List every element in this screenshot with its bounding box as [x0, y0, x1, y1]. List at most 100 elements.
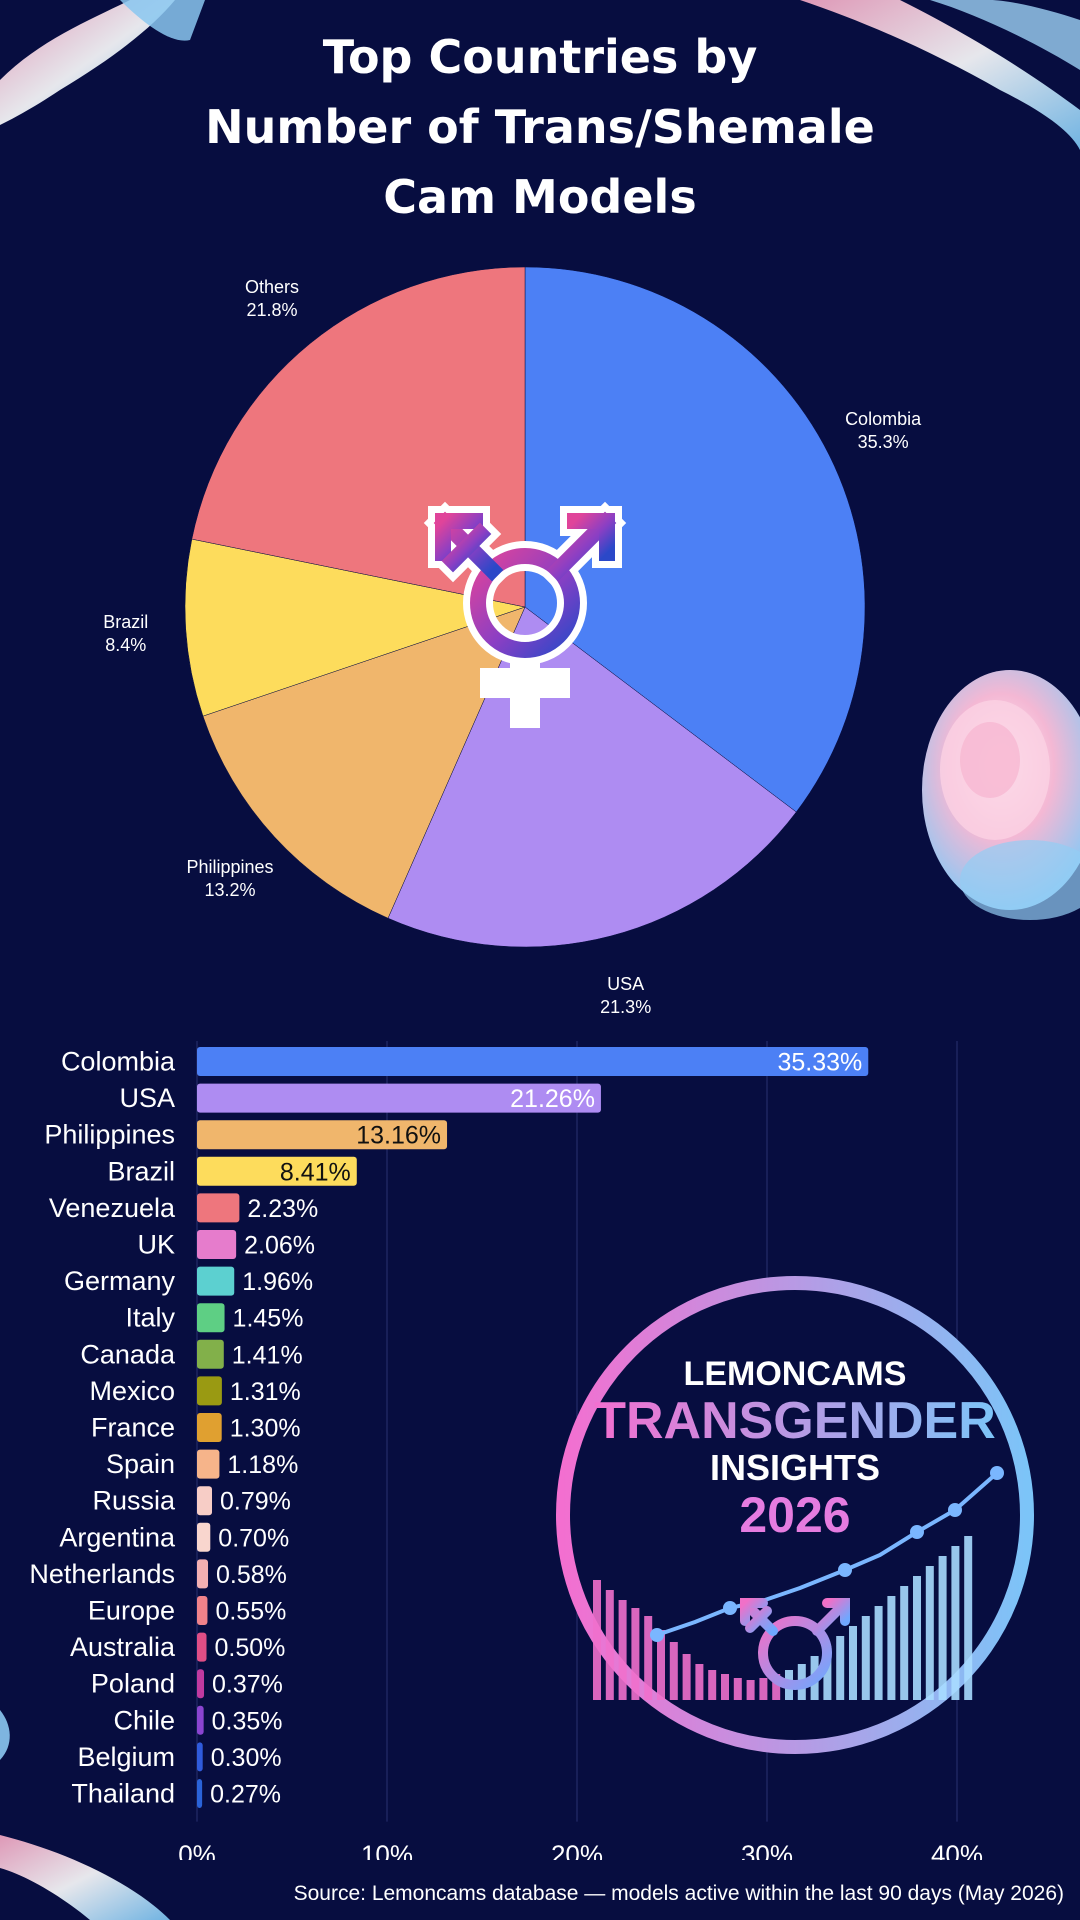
bar-belgium [197, 1742, 203, 1772]
bar-category-label: Colombia [61, 1047, 176, 1077]
bar-category-label: Philippines [44, 1120, 175, 1150]
bar-category-label: Belgium [77, 1742, 175, 1772]
bar-chart: 0% 10% 20% 30% 40% Colombia 35.33% USA 21.26% Phi… [29, 1041, 983, 1860]
logo-bar [593, 1580, 601, 1700]
x-tick-label: 20% [551, 1840, 603, 1860]
source-note: Source: Lemoncams database — models acti… [293, 1882, 1064, 1905]
pie-percent-label: 21.8% [246, 300, 297, 320]
bar-category-label: Italy [125, 1303, 175, 1333]
bar-australia [197, 1632, 207, 1662]
bar-category-label: Brazil [107, 1156, 175, 1186]
logo-bar [913, 1576, 921, 1700]
logo-bar [964, 1536, 973, 1700]
logo-bar [938, 1556, 947, 1700]
bar-value-label: 1.41% [232, 1341, 303, 1369]
bar-category-label: Chile [113, 1705, 175, 1735]
pie-slice-colombia [524, 266, 866, 813]
bar-category-label: Europe [88, 1596, 175, 1626]
pie-percent-label: 35.3% [858, 432, 909, 452]
bar-category-label: Spain [106, 1449, 175, 1479]
x-tick-label: 40% [931, 1840, 983, 1860]
logo-bar [733, 1678, 742, 1700]
logo-bar [861, 1616, 870, 1700]
logo-line-2: TRANSGENDER [594, 1392, 996, 1450]
bar-value-label: 0.55% [215, 1598, 286, 1626]
logo-line-3: INSIGHTS [710, 1447, 880, 1488]
pie-label: Brazil [103, 612, 148, 632]
logo-bar [644, 1616, 653, 1700]
logo-trend-point [990, 1466, 1004, 1480]
title-line-3: Cam Models [383, 170, 697, 224]
ribbon-top-left [0, 0, 205, 125]
x-tick-label: 0% [178, 1840, 216, 1860]
logo-bar [772, 1674, 781, 1700]
lemoncams-logo: LEMONCAMS TRANSGENDER INSIGHTS 2026 [556, 1276, 1034, 1754]
transgender-symbol-icon [423, 501, 627, 728]
bar-value-label: 0.37% [212, 1671, 283, 1699]
logo-line-4: 2026 [739, 1487, 850, 1543]
bar-value-label: 13.16% [356, 1122, 441, 1150]
bar-spain [197, 1449, 220, 1479]
bar-value-label: 8.41% [280, 1158, 351, 1186]
logo-bar [605, 1590, 614, 1700]
bar-category-label: Venezuela [49, 1193, 176, 1223]
rose-decoration [922, 670, 1080, 920]
logo-bar [759, 1678, 768, 1700]
logo-bar [631, 1608, 640, 1700]
logo-bar [669, 1642, 678, 1700]
bar-europe [197, 1596, 208, 1625]
title-line-1: Top Countries by [322, 30, 758, 84]
bar-poland [197, 1669, 205, 1699]
bar-netherlands [197, 1559, 209, 1589]
bar-uk [197, 1230, 237, 1259]
pie-percent-label: 8.4% [105, 635, 146, 655]
bar-category-label: Canada [80, 1339, 176, 1369]
logo-bar [900, 1586, 909, 1700]
bar-value-label: 0.70% [218, 1524, 289, 1552]
bar-value-label: 35.33% [777, 1049, 862, 1077]
bar-russia [197, 1486, 213, 1516]
logo-bar [849, 1626, 857, 1700]
title-line-2: Number of Trans/Shemale [205, 100, 875, 154]
bar-value-label: 1.45% [233, 1305, 304, 1333]
logo-trend-point [723, 1601, 737, 1615]
bar-value-label: 21.26% [510, 1085, 595, 1113]
bar-category-label: Australia [70, 1632, 176, 1662]
pie-slice-philippines [202, 606, 526, 919]
bar-colombia [197, 1047, 869, 1076]
bar-value-label: 1.30% [230, 1415, 301, 1443]
bar-category-label: Mexico [89, 1376, 175, 1406]
logo-bar [618, 1600, 627, 1700]
logo-bar [887, 1596, 896, 1700]
logo-bar [721, 1674, 729, 1700]
bar-argentina [197, 1522, 211, 1552]
logo-bar [682, 1654, 691, 1700]
bar-value-label: 1.18% [227, 1451, 298, 1479]
bar-category-label: Thailand [71, 1779, 175, 1809]
logo-trend-line [656, 1471, 999, 1637]
ribbon-top-right [800, 0, 1080, 150]
bar-italy [197, 1303, 225, 1333]
pie-slice-brazil [184, 538, 526, 717]
bar-value-label: 1.31% [230, 1378, 301, 1406]
x-tick-label: 10% [361, 1840, 413, 1860]
bar-value-label: 0.35% [212, 1707, 283, 1735]
bar-value-label: 0.30% [211, 1744, 282, 1772]
bar-philippines [197, 1120, 448, 1150]
logo-bar [695, 1664, 704, 1700]
bar-category-label: Poland [91, 1669, 175, 1699]
logo-line-1: LEMONCAMS [684, 1355, 907, 1393]
bar-brazil [197, 1156, 357, 1186]
pie-label: Philippines [186, 857, 273, 877]
bar-value-label: 1.96% [242, 1268, 313, 1296]
bar-category-label: Netherlands [29, 1559, 175, 1589]
logo-bar [708, 1670, 717, 1700]
pie-label: Others [245, 277, 299, 297]
logo-bar [823, 1646, 832, 1700]
pie-label: USA [607, 974, 644, 994]
logo-bar [657, 1630, 665, 1700]
bar-value-label: 0.50% [215, 1634, 286, 1662]
bar-value-label: 0.27% [210, 1781, 281, 1809]
